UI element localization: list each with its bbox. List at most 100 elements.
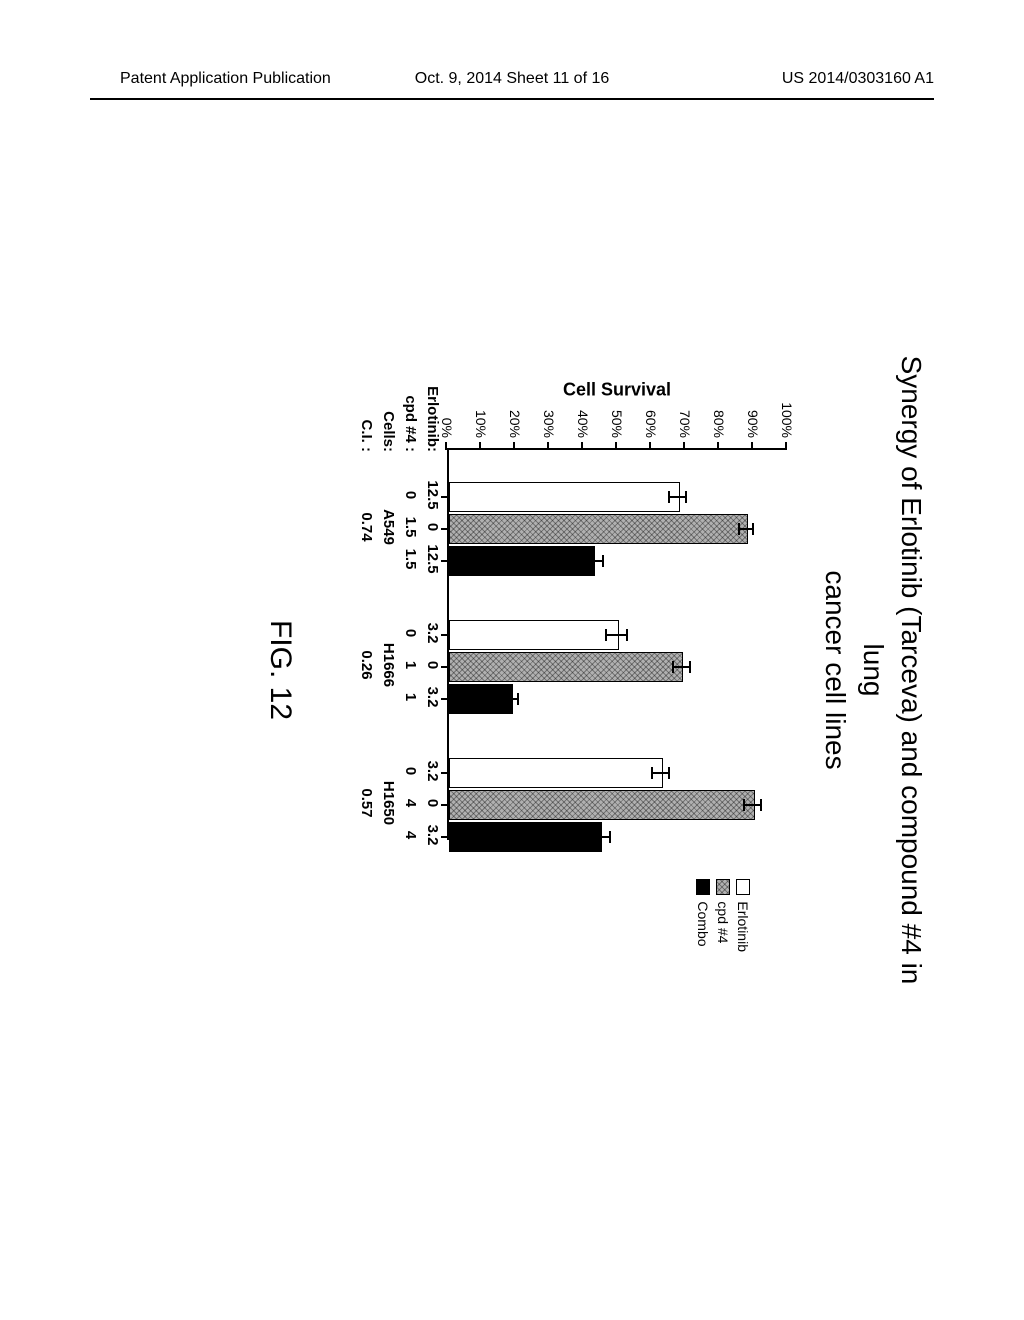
error-cap [689, 661, 691, 673]
x-cell: H1666 [380, 643, 397, 687]
error-bar [669, 496, 686, 498]
error-bar [504, 698, 518, 700]
bar-cpd4 [449, 514, 748, 544]
x-row-head-erlotinib: Erlotinib: [424, 366, 441, 452]
x-tick [441, 528, 449, 530]
x-cell: 3.2 [424, 623, 441, 644]
legend-item-cpd4: cpd #4 [715, 879, 731, 952]
bar-erlotinib [449, 758, 663, 788]
x-cell: 0 [402, 767, 419, 775]
x-tick [441, 560, 449, 562]
figure: Synergy of Erlotinib (Tarceva) and compo… [110, 350, 930, 990]
x-cell: 0 [424, 661, 441, 669]
x-cell: 1 [402, 693, 419, 701]
y-tick [547, 442, 549, 450]
bar-cpd4 [449, 652, 684, 682]
error-bar [744, 804, 761, 806]
x-cell: 4 [402, 799, 419, 807]
legend-swatch-combo [696, 879, 710, 895]
y-tick-label: 30% [541, 394, 557, 438]
error-cap [626, 629, 628, 641]
x-cell: 1.5 [402, 549, 419, 570]
error-cap [605, 629, 607, 641]
x-cell: 3.2 [424, 825, 441, 846]
chart-title-line2: cancer cell lines [820, 570, 851, 769]
error-bar [583, 560, 603, 562]
x-tick [441, 772, 449, 774]
y-tick [479, 442, 481, 450]
x-row-head-ci: C.I. : [358, 366, 375, 452]
y-tick [717, 442, 719, 450]
y-tick-label: 40% [575, 394, 591, 438]
legend-swatch-cpd4 [716, 879, 730, 895]
y-tick-label: 60% [643, 394, 659, 438]
x-cell: 4 [402, 831, 419, 839]
figure-caption: FIG. 12 [263, 350, 297, 990]
x-cell: 0.74 [358, 512, 375, 541]
error-cap [582, 555, 584, 567]
header-rule [90, 98, 934, 100]
legend-label-combo: Combo [695, 901, 711, 946]
legend: Erlotinib cpd #4 Combo [691, 879, 751, 952]
page-header: Patent Application Publication Oct. 9, 2… [0, 70, 1024, 88]
x-cell: H1650 [380, 781, 397, 825]
y-tick [513, 442, 515, 450]
y-tick-label: 50% [609, 394, 625, 438]
error-bar [652, 772, 669, 774]
bar-erlotinib [449, 482, 680, 512]
error-cap [752, 523, 754, 535]
x-cell: 0 [424, 799, 441, 807]
error-cap [668, 767, 670, 779]
y-tick [649, 442, 651, 450]
header-right: US 2014/0303160 A1 [782, 70, 934, 88]
error-cap [517, 693, 519, 705]
error-bar [739, 528, 753, 530]
error-cap [760, 799, 762, 811]
y-tick [785, 442, 787, 450]
x-tick [441, 698, 449, 700]
error-bar [589, 836, 609, 838]
legend-label-erlotinib: Erlotinib [735, 901, 751, 952]
y-tick [581, 442, 583, 450]
x-cell: 3.2 [424, 687, 441, 708]
header-center: Oct. 9, 2014 Sheet 11 of 16 [415, 70, 610, 88]
x-cell: 0 [424, 523, 441, 531]
error-cap [672, 661, 674, 673]
x-label-row: cpd #4 :01.51.5011044 [397, 390, 419, 950]
x-cell: 0 [402, 491, 419, 499]
error-bar [673, 666, 690, 668]
header-left: Patent Application Publication [120, 70, 331, 88]
x-label-row: Erlotinib:12.5012.53.203.23.203.2 [419, 390, 441, 950]
x-tick [441, 496, 449, 498]
y-tick-label: 20% [507, 394, 523, 438]
x-cell: 3.2 [424, 761, 441, 782]
bar-cpd4 [449, 790, 755, 820]
x-axis-labels: Erlotinib:12.5012.53.203.23.203.2cpd #4 … [353, 390, 441, 950]
x-cell: A549 [380, 509, 397, 545]
x-tick [441, 666, 449, 668]
plot-area: 0%10%20%30%40%50%60%70%80%90%100% [447, 448, 787, 840]
x-cell: 1 [402, 661, 419, 669]
x-tick [441, 634, 449, 636]
y-tick [751, 442, 753, 450]
x-tick [441, 804, 449, 806]
x-row-head-cpd4: cpd #4 : [402, 366, 419, 452]
bar-combo [449, 822, 602, 852]
error-cap [602, 555, 604, 567]
chart-title-line1: Synergy of Erlotinib (Tarceva) and compo… [858, 356, 927, 985]
legend-swatch-erlotinib [736, 879, 750, 895]
error-cap [609, 831, 611, 843]
y-tick-label: 80% [711, 394, 727, 438]
y-tick [615, 442, 617, 450]
error-cap [738, 523, 740, 535]
x-label-row: Cells:A549H1666H1650 [375, 390, 397, 950]
y-tick [445, 442, 447, 450]
x-cell: 12.5 [424, 544, 441, 573]
error-bar [606, 634, 626, 636]
y-tick [683, 442, 685, 450]
x-cell: 0.57 [358, 788, 375, 817]
bar-combo [449, 546, 595, 576]
bar-erlotinib [449, 620, 619, 650]
error-cap [503, 693, 505, 705]
error-cap [588, 831, 590, 843]
